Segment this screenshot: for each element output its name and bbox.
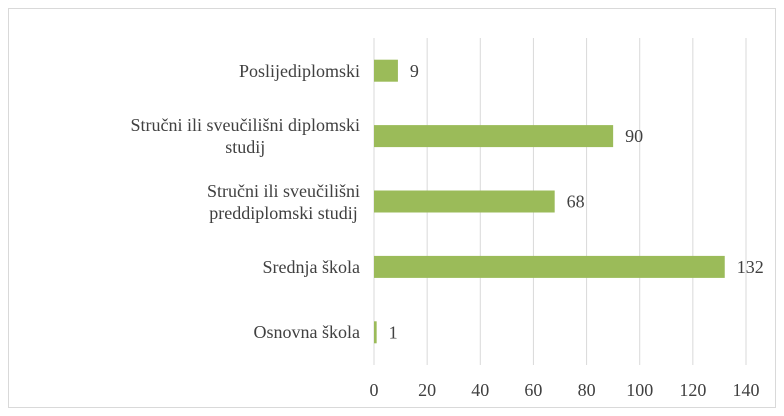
value-label: 1 [389,322,398,342]
value-label: 132 [737,257,764,277]
y-tick-label: Stručni ili sveučilišni preddiplomski st… [207,180,360,223]
y-tick-label: Osnovna škola [253,322,361,343]
bar [374,125,614,148]
x-tick-label: 20 [418,380,436,400]
x-tick-label: 40 [471,380,489,400]
bar [374,59,398,82]
y-tick-label: Stručni ili sveučilišni diplomski studij [130,115,361,158]
x-tick-label: 140 [733,380,760,400]
x-tick-label: 120 [679,380,706,400]
x-tick-label: 80 [578,380,596,400]
y-tick-label: Poslijediplomski [238,60,360,81]
bar [374,321,377,344]
x-tick-label: 0 [370,380,379,400]
value-label: 9 [410,61,419,81]
bar [374,190,555,213]
x-tick-label: 60 [524,380,542,400]
bar [374,255,725,278]
x-tick-label: 100 [626,380,653,400]
value-label: 90 [625,126,643,146]
value-label: 68 [567,192,585,212]
y-tick-label: Srednja škola [262,256,360,277]
